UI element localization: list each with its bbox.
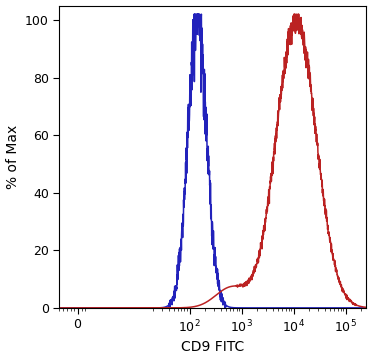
- X-axis label: CD9 FITC: CD9 FITC: [181, 341, 244, 355]
- Y-axis label: % of Max: % of Max: [6, 125, 20, 189]
